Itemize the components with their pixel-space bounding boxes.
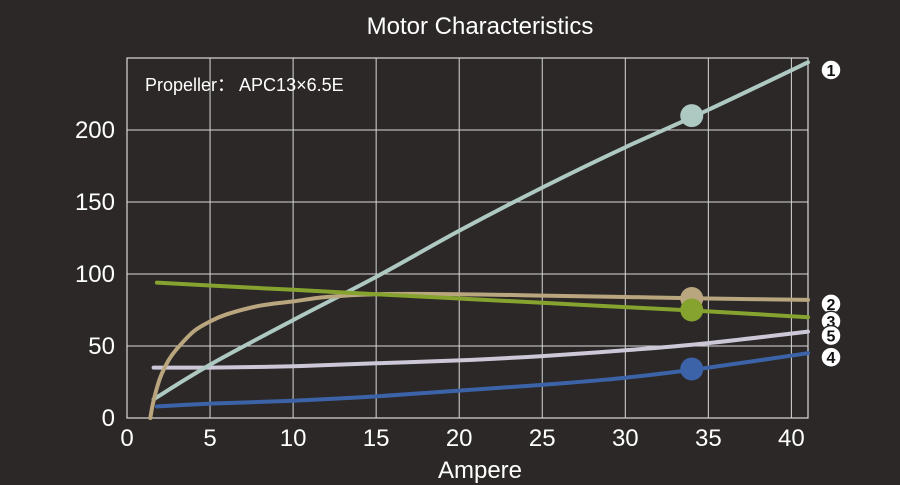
x-tick-label: 40 [778, 425, 805, 452]
chart-title: Motor Characteristics [367, 13, 594, 40]
x-tick-labels: 0 5 10 15 20 25 30 35 40 [120, 425, 804, 452]
y-tick-label: 50 [88, 333, 115, 360]
x-tick-label: 30 [612, 425, 639, 452]
series-badge-label: 3 [827, 314, 836, 331]
series-badge-circle [820, 346, 842, 368]
x-tick-label: 20 [446, 425, 473, 452]
series-1-badge: 1 [820, 59, 842, 81]
series-markers [680, 104, 704, 381]
propeller-annotation: Propeller： APC13×6.5E [145, 75, 344, 95]
series-1-marker [680, 104, 704, 128]
x-tick-label: 25 [529, 425, 556, 452]
y-tick-label: 200 [75, 117, 115, 144]
series-4-marker [680, 357, 704, 381]
series-3-marker [680, 298, 704, 322]
series-badge-circle [820, 59, 842, 81]
series-4-badge: 4 [820, 346, 842, 368]
y-tick-label: 150 [75, 189, 115, 216]
series-badge-circle [820, 324, 842, 347]
series-badge-label: 5 [827, 329, 836, 346]
x-tick-label: 15 [363, 425, 390, 452]
series-5-badge: 5 [820, 324, 842, 347]
series-badge-label: 1 [827, 63, 836, 80]
x-tick-label: 35 [695, 425, 722, 452]
series-badge-label: 4 [827, 350, 836, 367]
y-tick-label: 0 [102, 405, 115, 432]
series-badge-label: 2 [827, 297, 836, 314]
y-tick-labels: 0 50 100 150 200 [75, 117, 115, 432]
x-tick-label: 10 [280, 425, 307, 452]
series-2-line [148, 291, 810, 420]
y-tick-label: 100 [75, 261, 115, 288]
x-tick-label: 0 [120, 425, 133, 452]
x-axis-label: Ampere [438, 457, 522, 484]
series-5-line [151, 329, 810, 370]
x-tick-label: 5 [203, 425, 216, 452]
grid [126, 57, 809, 419]
